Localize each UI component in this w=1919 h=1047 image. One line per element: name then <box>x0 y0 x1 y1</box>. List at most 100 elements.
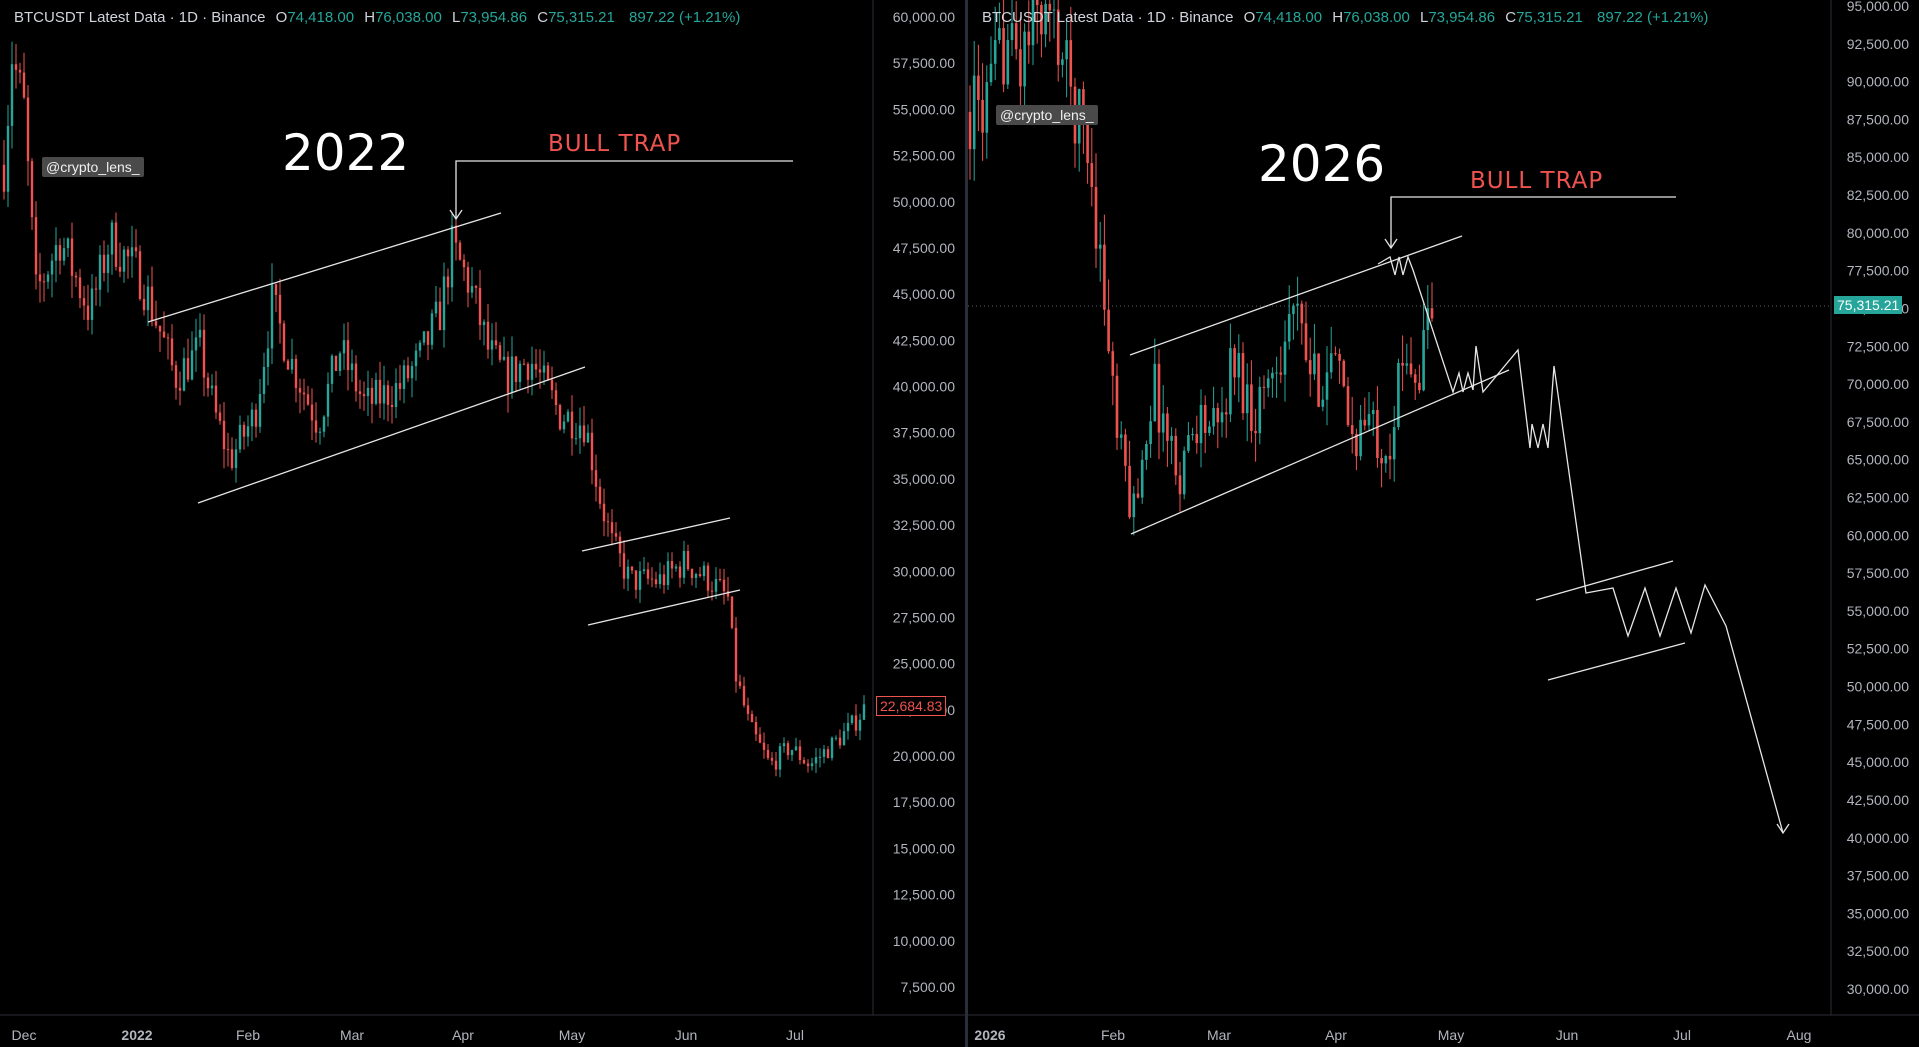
candle-body <box>782 743 786 747</box>
candle-body <box>510 356 514 393</box>
candle-body <box>1254 430 1257 434</box>
candle-body <box>166 337 170 339</box>
candle-body <box>1371 409 1375 415</box>
candle-body <box>258 394 262 427</box>
candle-body <box>1342 360 1346 387</box>
candle-body <box>1237 353 1241 378</box>
candle-body <box>1128 465 1131 518</box>
price-axis-tick: 92,500.00 <box>1847 36 1909 52</box>
candle-body <box>1418 382 1421 391</box>
candle-body <box>42 281 46 283</box>
price-axis-tick: 35,000.00 <box>1847 905 1909 921</box>
candle-body <box>150 286 154 321</box>
candle-body <box>374 379 378 404</box>
price-axis-tick: 50,000.00 <box>893 194 955 210</box>
candle-body <box>294 358 298 389</box>
high-label: H <box>364 9 376 26</box>
candle-body <box>58 245 62 261</box>
time-axis-tick: Feb <box>1101 1027 1125 1043</box>
chart-panel-2026[interactable]: 95,000.00 92,500.00 90,000.00 87,500.00 85,0… <box>968 0 1919 1047</box>
candle-body <box>306 394 310 405</box>
candle-body <box>1422 330 1425 391</box>
candle-body <box>198 329 202 338</box>
open-value: 74,418.00 <box>1255 9 1323 26</box>
candle-body <box>1329 353 1333 373</box>
candle-body <box>726 591 730 597</box>
candle-body <box>977 75 980 100</box>
candle-body <box>981 99 984 133</box>
time-axis-tick: Dec <box>12 1027 37 1043</box>
candle-body <box>830 737 834 759</box>
candle-body <box>558 405 562 430</box>
time-axis-tick: Feb <box>236 1027 260 1043</box>
price-axis-tick: 65,000.00 <box>1847 452 1909 468</box>
candle-body <box>218 412 222 421</box>
year-annotation: 2026 <box>1258 135 1386 193</box>
price-axis-tick: 12,500.00 <box>893 887 955 903</box>
candle-body <box>250 409 254 427</box>
time-axis-tick: 2026 <box>974 1027 1005 1043</box>
price-chart-2026[interactable]: 95,000.00 92,500.00 90,000.00 87,500.00 85,0… <box>968 0 1919 1047</box>
candle-body <box>758 734 762 743</box>
candle-body <box>1292 305 1295 315</box>
candle-body <box>1334 353 1337 355</box>
time-axis-tick: Jun <box>1556 1027 1579 1043</box>
candle-body <box>674 566 678 569</box>
candle-body <box>1430 308 1434 319</box>
candle-body <box>814 757 818 764</box>
candle-body <box>542 365 546 373</box>
candle-body <box>1300 303 1304 324</box>
candle-body <box>1208 426 1211 433</box>
candle-body <box>110 222 114 255</box>
candle-body <box>1031 0 1035 46</box>
candle-body <box>274 284 278 295</box>
high-value: 76,038.00 <box>1343 9 1410 26</box>
candle-body <box>338 353 342 371</box>
candle-body <box>466 267 470 293</box>
low-value: 73,954.86 <box>1428 9 1496 26</box>
candle-body <box>362 394 366 397</box>
candle-body <box>566 411 570 422</box>
candle-body <box>993 40 997 64</box>
candle-body <box>714 579 718 592</box>
candle-body <box>226 449 230 451</box>
price-axis-tick: 95,000.00 <box>1847 0 1909 14</box>
candle-body <box>670 561 674 569</box>
price-axis-tick: 45,000.00 <box>893 286 955 302</box>
candle-body <box>586 432 590 443</box>
candle-body <box>86 305 90 320</box>
price-axis-tick: 25,000.00 <box>893 656 955 672</box>
price-chart-2022[interactable]: 60,000.00 57,500.00 55,000.00 52,500.00 50,0… <box>0 0 965 1047</box>
candle-body <box>1119 434 1123 438</box>
candle-body <box>6 125 10 192</box>
price-axis-tick: 37,500.00 <box>1847 868 1909 884</box>
candle-body <box>1002 28 1005 85</box>
candle-body <box>786 743 790 756</box>
candle-body <box>1426 308 1430 331</box>
price-axis-tick: 42,500.00 <box>893 332 955 348</box>
candle-body <box>1145 443 1148 460</box>
candle-body <box>1392 427 1396 460</box>
candle-body <box>570 411 574 439</box>
time-axis-tick: Jul <box>1673 1027 1691 1043</box>
candle-body <box>710 590 714 592</box>
candle-body <box>1388 456 1392 460</box>
open-label: O <box>1243 9 1256 26</box>
candle-body <box>1275 372 1278 374</box>
chart-panel-2022[interactable]: 60,000.00 57,500.00 55,000.00 52,500.00 50,0… <box>0 0 965 1047</box>
candle-body <box>1187 435 1190 451</box>
candle-body <box>486 321 490 350</box>
bull-trap-pointer-line <box>1390 196 1676 248</box>
candle-body <box>762 742 766 750</box>
candle-body <box>254 409 258 427</box>
price-axis-tick: 35,000.00 <box>893 471 955 487</box>
candle-body <box>454 225 458 243</box>
candle-body <box>1166 413 1169 441</box>
candle-body <box>998 28 1001 41</box>
candle-body <box>1409 363 1413 375</box>
candle-body <box>446 276 450 288</box>
candle-body <box>574 438 578 440</box>
candle-body <box>810 763 814 767</box>
candle-body <box>1346 386 1350 426</box>
candle-body <box>414 350 418 367</box>
